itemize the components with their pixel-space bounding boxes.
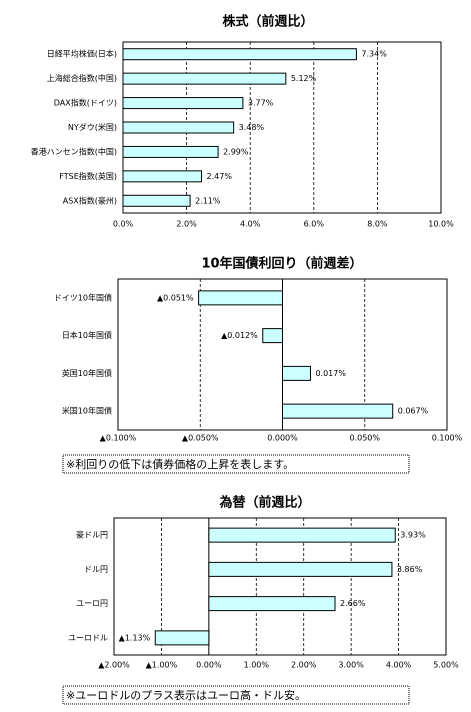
category-label: 日本10年国債 <box>62 330 112 340</box>
bar <box>122 194 191 207</box>
category-label: ドル円 <box>84 565 108 574</box>
category-label: ユーロ円 <box>76 599 108 608</box>
bar <box>122 48 357 61</box>
category-label: ユーロドル <box>68 633 108 642</box>
x-tick-label: ▲0.050% <box>182 434 219 443</box>
value-label: 2.11% <box>195 196 221 205</box>
x-tick-label: 2.0% <box>176 220 197 229</box>
bar <box>208 561 393 577</box>
note: ※ユーロドルのプラス表示はユーロ高・ドル安。 <box>66 688 306 702</box>
x-tick-label: 6.0% <box>304 220 325 229</box>
category-label: 日経平均株価(日本) <box>47 49 117 59</box>
value-label: 7.34% <box>361 50 387 59</box>
chart-title: 10年国債利回り（前週差） <box>201 256 362 272</box>
category-label: 英国10年国債 <box>62 368 112 378</box>
bar <box>282 365 311 381</box>
category-label: 香港ハンセン指数(中国) <box>31 146 117 156</box>
bar <box>122 72 287 85</box>
x-tick-label: 8.0% <box>367 220 388 229</box>
value-label: 2.66% <box>340 599 366 608</box>
category-label: FTSE指数(英国) <box>59 171 117 181</box>
x-tick-label: 1.00% <box>244 661 270 670</box>
x-tick-label: 0.0% <box>113 220 134 229</box>
bar <box>122 97 244 110</box>
x-tick-label: 4.00% <box>386 661 412 670</box>
bar <box>198 290 283 306</box>
bar <box>122 170 203 183</box>
x-tick-label: 0.100% <box>432 434 463 443</box>
bar <box>122 145 219 158</box>
bar <box>262 328 284 344</box>
category-label: 上海総合指数(中国) <box>47 73 117 83</box>
value-label: 0.017% <box>315 369 346 378</box>
bar <box>208 527 396 543</box>
bar <box>122 121 235 134</box>
x-tick-label: 10.0% <box>428 220 454 229</box>
bar <box>208 596 336 612</box>
category-label: 米国10年国債 <box>62 406 112 416</box>
value-label: 5.12% <box>291 74 317 83</box>
value-label: 0.067% <box>398 407 429 416</box>
x-tick-label: 0.050% <box>349 434 380 443</box>
x-tick-label: 2.00% <box>291 661 317 670</box>
chart-title: 株式（前週比） <box>222 14 313 30</box>
value-label: 2.99% <box>223 147 249 156</box>
x-tick-label: 0.00% <box>196 661 222 670</box>
x-tick-label: 0.000% <box>267 434 298 443</box>
bar <box>154 630 210 646</box>
x-tick-label: 5.00% <box>433 661 459 670</box>
bar <box>282 403 394 419</box>
x-tick-label: ▲0.100% <box>100 434 137 443</box>
category-label: ASX指数(豪州) <box>63 195 117 205</box>
note: ※利回りの低下は債券価格の上昇を表します。 <box>66 457 294 471</box>
note-box <box>62 454 410 474</box>
category-label: DAX指数(ドイツ) <box>54 98 117 108</box>
x-tick-label: 4.0% <box>240 220 261 229</box>
category-label: 豪ドル円 <box>76 530 108 540</box>
note-box <box>62 685 410 705</box>
category-label: NYダウ(米国) <box>68 122 117 132</box>
value-label: ▲0.012% <box>221 331 258 340</box>
value-label: 3.77% <box>248 99 274 108</box>
chart-title: 為替（前週比） <box>219 495 310 511</box>
x-tick-label: ▲1.00% <box>146 661 178 670</box>
value-label: 2.47% <box>207 172 233 181</box>
value-label: 3.93% <box>400 531 426 540</box>
category-label: ドイツ10年国債 <box>54 292 112 302</box>
x-tick-label: 3.00% <box>338 661 364 670</box>
value-label: 3.48% <box>239 123 265 132</box>
value-label: 3.86% <box>397 565 423 574</box>
value-label: ▲0.051% <box>157 293 194 302</box>
x-tick-label: ▲2.00% <box>98 661 130 670</box>
value-label: ▲1.13% <box>119 633 151 642</box>
